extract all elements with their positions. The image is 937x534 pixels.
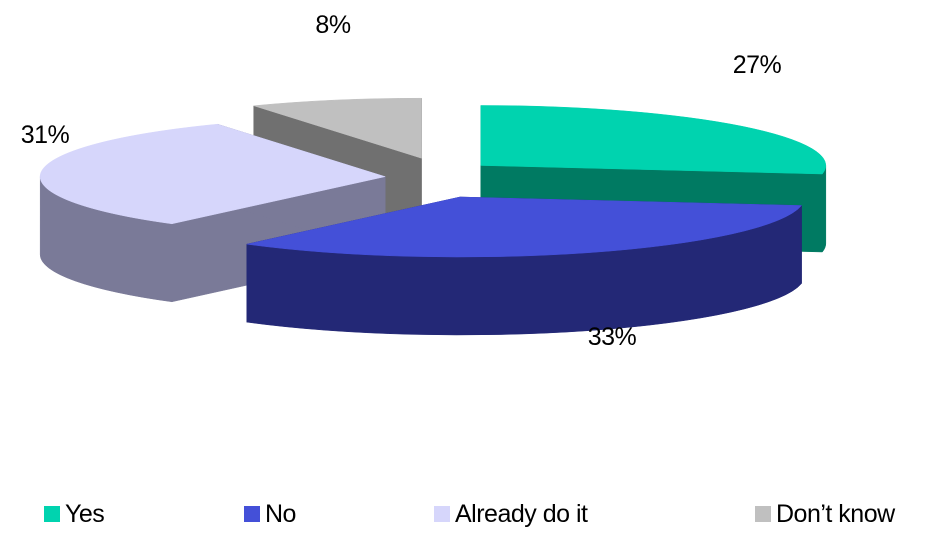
legend-item: Already do it [434, 496, 588, 532]
pie-value-labels: 27% 33% 31% 8% [21, 11, 782, 351]
legend-item: No [244, 496, 296, 532]
legend-item: Don’t know [755, 496, 895, 532]
pie-slice-already-do-it [39, 123, 387, 303]
pie-slice-no [246, 196, 803, 336]
pie-slices [39, 97, 827, 336]
legend-label: No [265, 499, 296, 528]
legend-item: Yes [44, 496, 105, 532]
pie-value-label: 31% [21, 121, 70, 149]
pie-slice-outer-wall [822, 165, 827, 253]
legend-label: Already do it [455, 499, 588, 528]
pie-value-label: 27% [733, 51, 782, 79]
chart-legend: Yes No Already do it Don’t know [0, 496, 937, 532]
pie-slice-top [39, 123, 387, 225]
legend-swatch [244, 506, 260, 522]
pie-slice-top [246, 196, 803, 258]
pie-slice-top [480, 105, 827, 175]
legend-label: Don’t know [776, 499, 895, 528]
legend-swatch [755, 506, 771, 522]
pie-value-label: 8% [315, 11, 350, 39]
pie-value-label: 33% [588, 323, 637, 351]
pie-slice-top [253, 97, 422, 159]
legend-swatch [434, 506, 450, 522]
legend-label: Yes [65, 499, 105, 528]
legend-swatch [44, 506, 60, 522]
